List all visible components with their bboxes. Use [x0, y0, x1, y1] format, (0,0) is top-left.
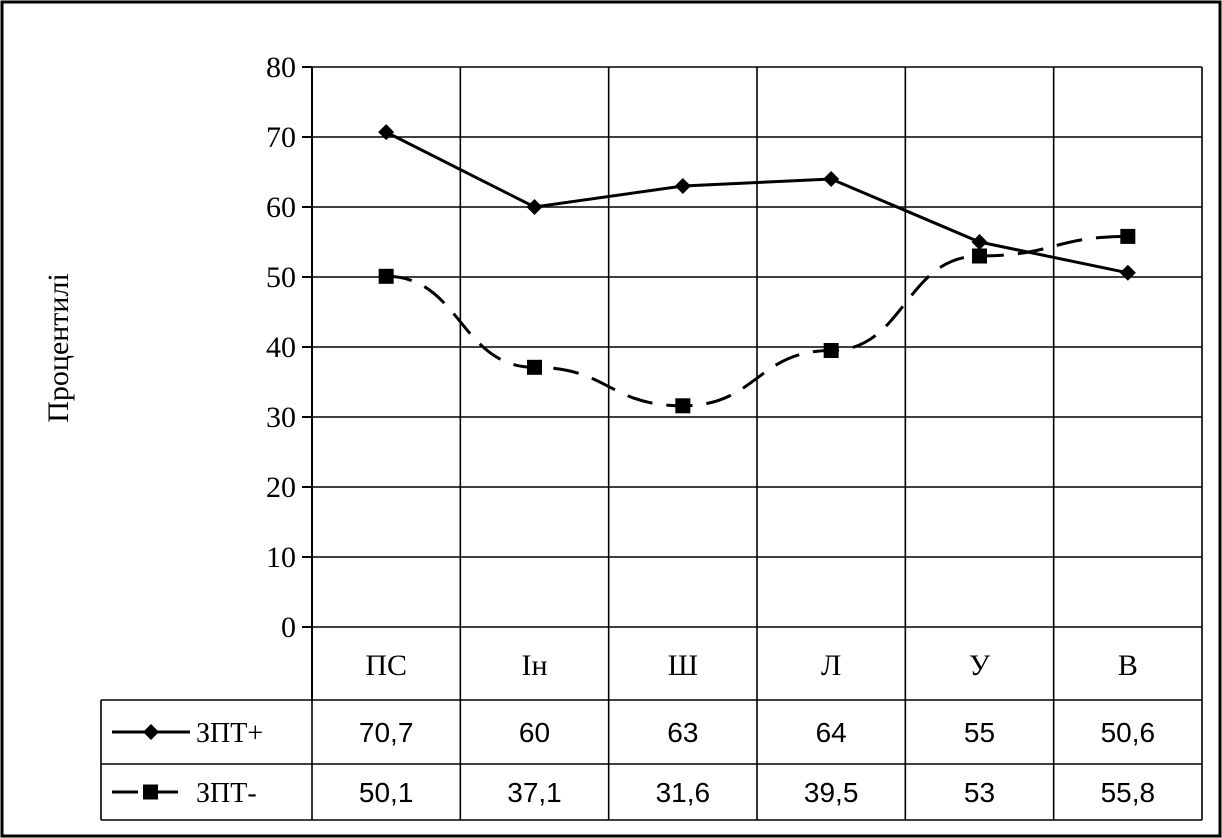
table-cell-value: 39,5	[804, 777, 859, 808]
table-cell-value: 64	[816, 717, 847, 748]
data-point-square	[378, 268, 394, 284]
data-point-square	[823, 343, 839, 358]
data-point-diamond	[674, 178, 691, 194]
table-cell-value: 50,6	[1101, 717, 1156, 748]
table-cell-value: 63	[667, 717, 698, 748]
y-tick-label: 60	[266, 191, 296, 224]
category-label: Л	[821, 649, 841, 682]
data-point-diamond	[526, 199, 543, 215]
data-point-square	[675, 398, 691, 414]
y-tick-label: 40	[266, 331, 296, 364]
category-label: В	[1118, 649, 1138, 682]
y-tick-label: 20	[266, 471, 296, 504]
legend-series-name: ЗПТ-	[196, 778, 257, 809]
data-point-square	[1120, 228, 1136, 244]
y-tick-label: 10	[266, 541, 296, 574]
y-axis-label: Процентилі	[42, 273, 75, 423]
data-table: ЗПТ+ 70,7 60 63 64 55 50,6 ЗПТ- 50,1 37,1 31,6 39,5…	[100, 699, 1203, 821]
table-cell-value: 60	[519, 717, 550, 748]
y-tick-label: 0	[281, 611, 296, 644]
category-labels: ПС Ін Ш Л У В	[365, 649, 1138, 682]
table-cell-value: 31,6	[656, 777, 711, 808]
data-point-square	[972, 248, 987, 264]
y-tick-label: 50	[266, 261, 296, 294]
category-label: Ін	[521, 649, 547, 682]
data-point-diamond	[971, 234, 988, 250]
category-label: Ш	[668, 649, 698, 682]
y-tick-labels: 0 10 20 30 40 50 60 70 80	[266, 51, 296, 644]
y-tick-label: 70	[266, 121, 296, 154]
data-point-square	[527, 359, 542, 375]
table-cell-value: 53	[964, 777, 995, 808]
table-cell-value: 70,7	[359, 717, 414, 748]
data-point-diamond	[378, 124, 395, 141]
data-point-diamond	[823, 171, 840, 187]
table-cell-value: 50,1	[359, 777, 414, 808]
series-line-solid	[385, 130, 1129, 275]
table-cell-value: 55,8	[1101, 777, 1156, 808]
legend-series-name: ЗПТ+	[196, 718, 263, 749]
legend-key-square	[143, 784, 158, 800]
y-tick-label: 80	[266, 51, 296, 84]
table-cell-value: 55	[964, 717, 995, 748]
table-cell-value: 37,1	[507, 777, 562, 808]
legend-key-diamond	[143, 724, 159, 740]
series-lines	[378, 124, 1136, 414]
data-point-diamond	[1119, 264, 1136, 281]
y-tick-label: 30	[266, 401, 296, 434]
category-label: ПС	[365, 649, 407, 682]
grid-lines	[302, 66, 1203, 700]
category-label: У	[969, 649, 991, 682]
